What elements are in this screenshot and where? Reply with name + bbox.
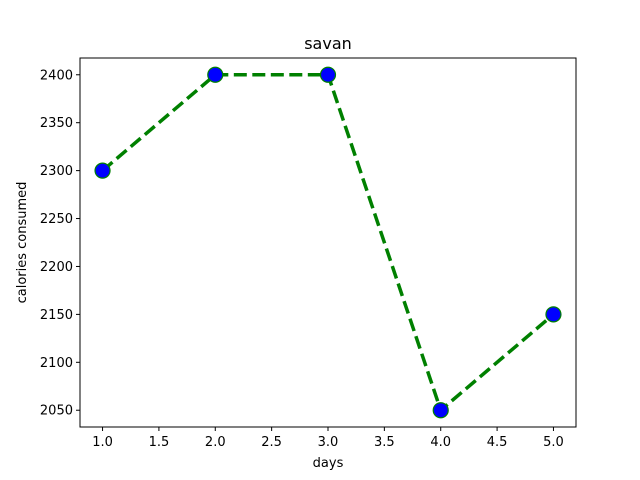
x-tick-label: 1.5: [149, 435, 170, 450]
y-tick-label: 2100: [40, 356, 73, 371]
data-point: [207, 66, 224, 83]
data-point: [94, 162, 111, 179]
plot-area: [80, 58, 576, 427]
x-tick-label: 3.0: [318, 435, 339, 450]
x-tick-label: 1.0: [92, 435, 113, 450]
y-tick-label: 2300: [40, 164, 73, 179]
x-tick-label: 5.0: [543, 435, 564, 450]
y-tick-label: 2400: [40, 68, 73, 83]
x-tick-label: 4.0: [430, 435, 451, 450]
y-axis-label: calories consumed: [15, 182, 30, 304]
x-axis-label: days: [313, 456, 344, 471]
y-tick-label: 2350: [40, 116, 73, 131]
series-layer: [94, 66, 562, 419]
data-point: [545, 306, 562, 323]
data-point: [432, 402, 449, 419]
y-tick-label: 2200: [40, 260, 73, 275]
y-tick-label: 2250: [40, 212, 73, 227]
y-axis: 2050 2100 2150 2200 2250 2300 2350 2400: [40, 68, 80, 419]
x-tick-label: 2.0: [205, 435, 226, 450]
x-tick-label: 4.5: [487, 435, 508, 450]
chart-title: savan: [304, 34, 352, 53]
x-tick-label: 3.5: [374, 435, 395, 450]
x-tick-label: 2.5: [261, 435, 282, 450]
plot-frame: [79, 57, 577, 428]
y-tick-label: 2150: [40, 308, 73, 323]
x-axis: 1.0 1.5 2.0 2.5 3.0 3.5 4.0 4.5 5.0: [92, 427, 564, 450]
y-tick-label: 2050: [40, 404, 73, 419]
data-point: [319, 66, 337, 83]
